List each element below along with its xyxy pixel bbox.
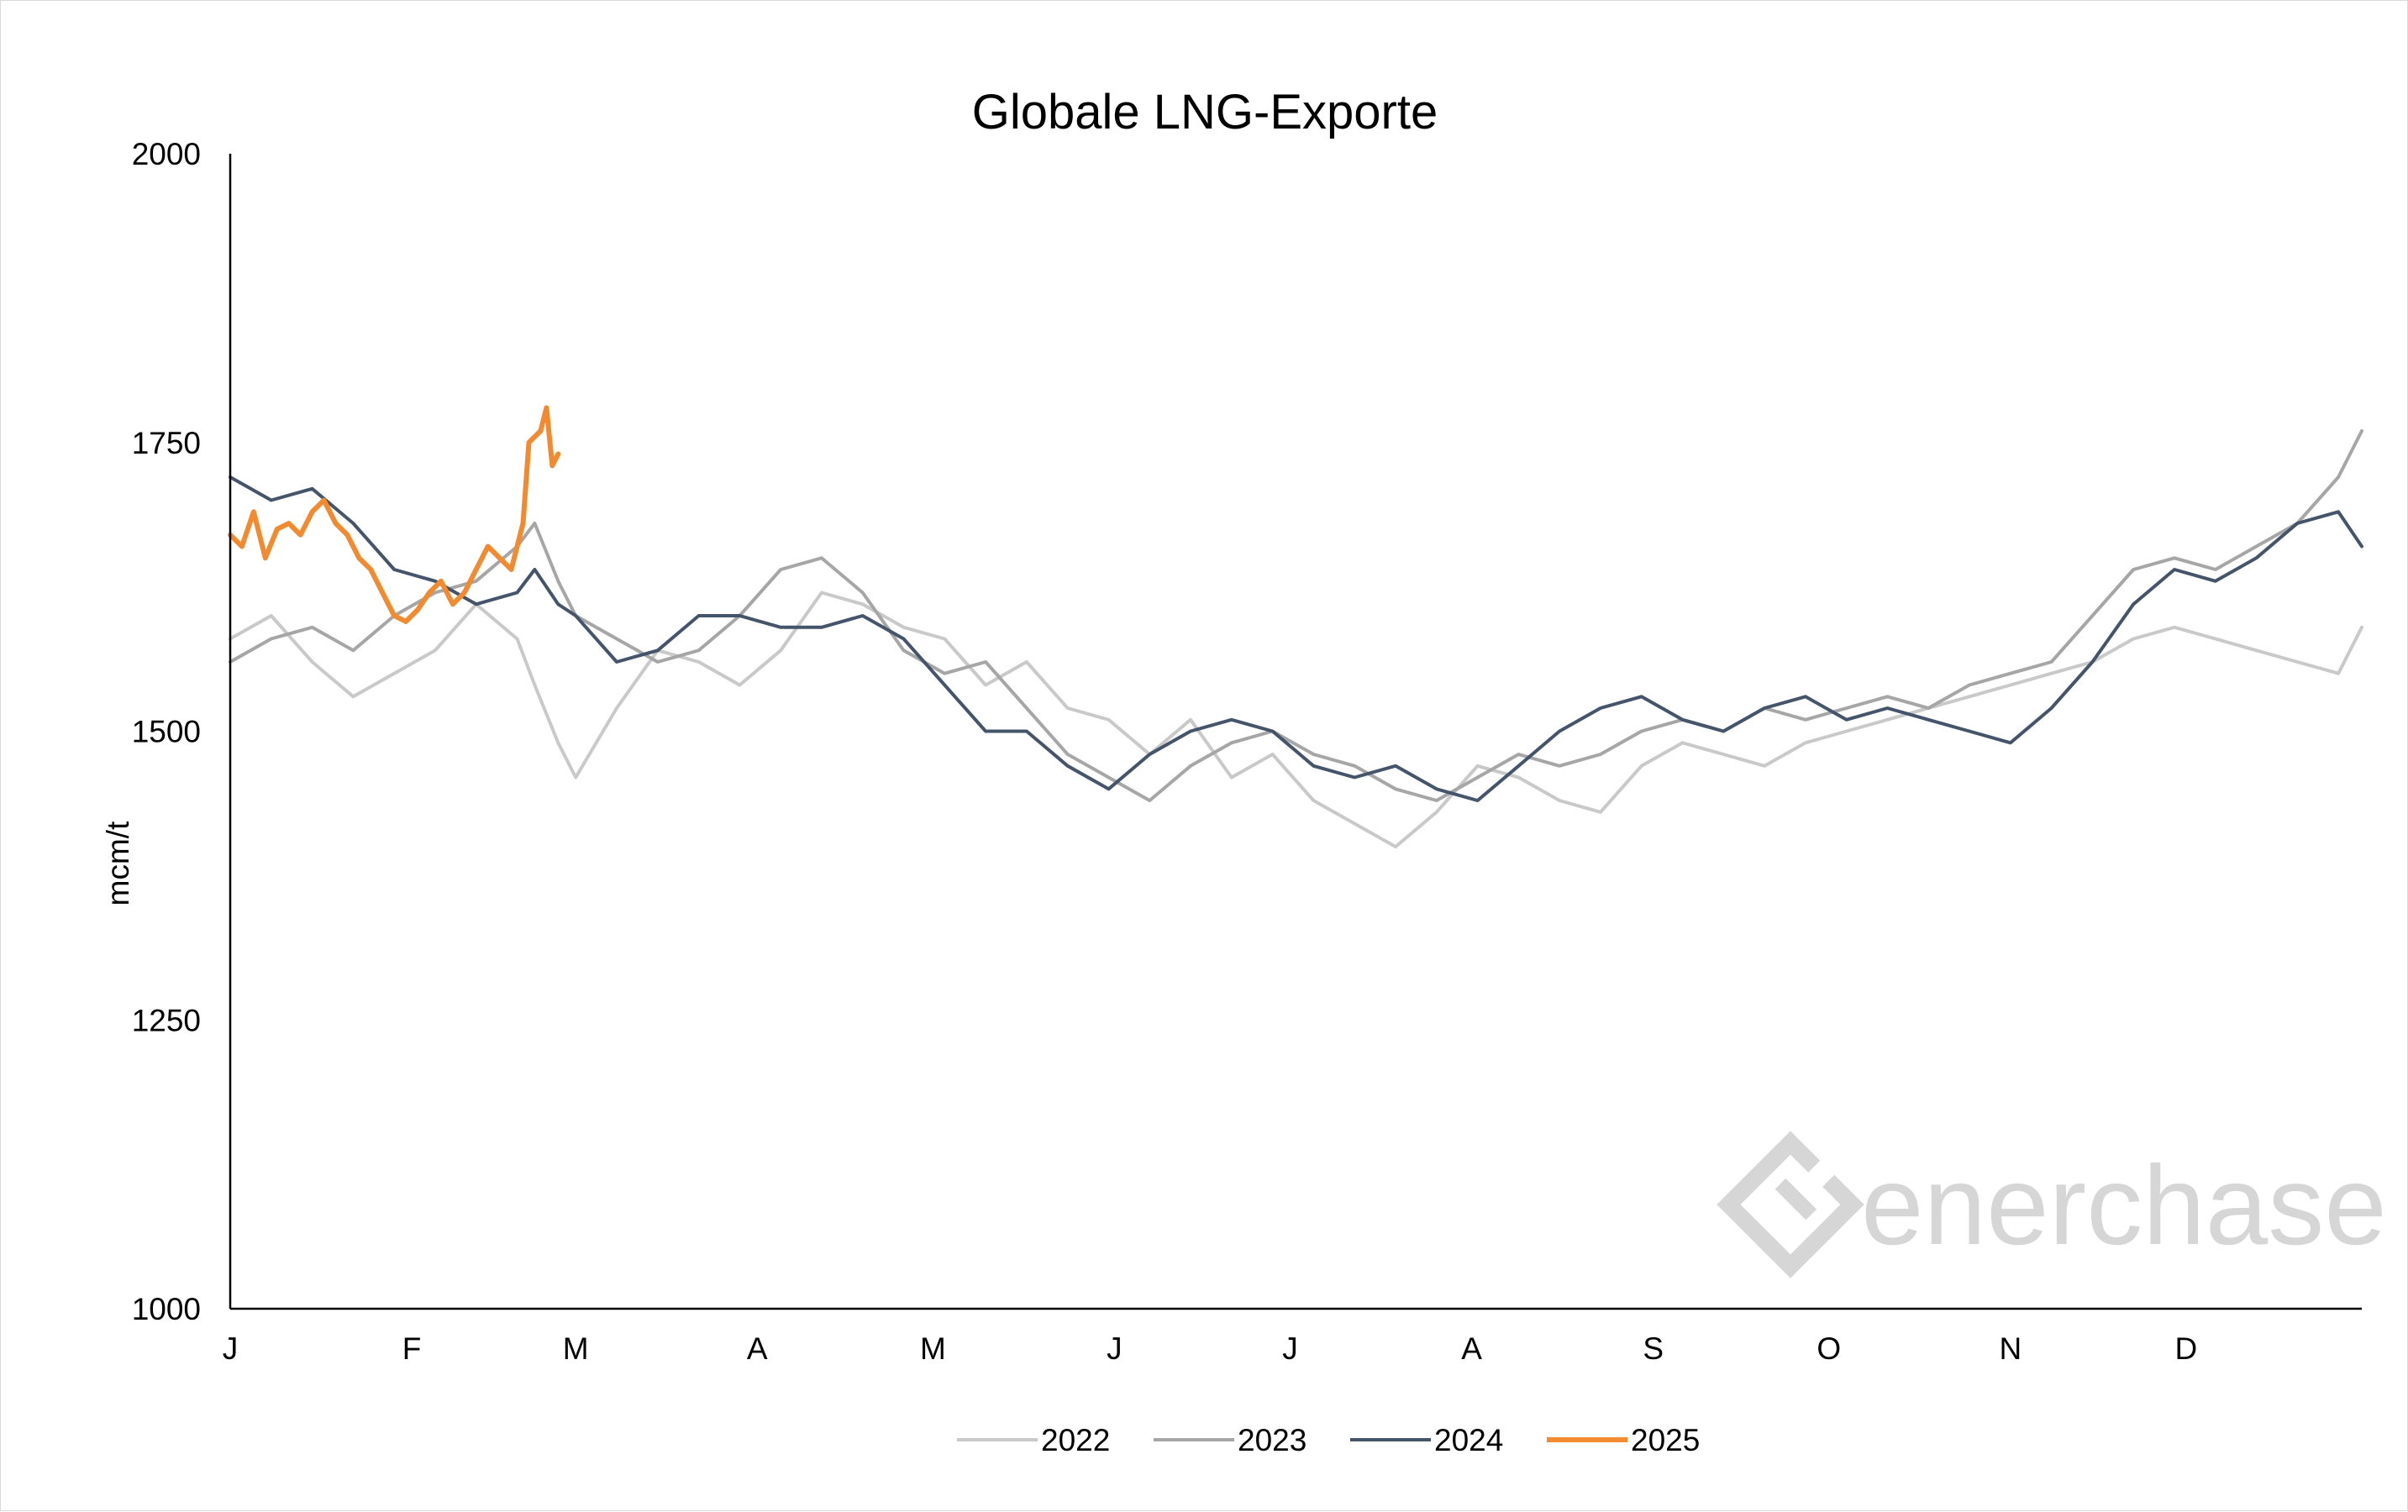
watermark-text: enerchase [1861,1143,2387,1268]
enerchase-logo-icon [1717,1131,1864,1278]
series-line-2024 [229,475,2363,802]
x-tick-label: O [1817,1331,1841,1366]
series-line-2022 [229,591,2363,848]
series-line-2025 [228,405,561,624]
x-tick-label: A [747,1331,768,1366]
x-tick-label: J [223,1331,239,1366]
y-axis-ticks: 1000 1250 1500 1750 2000 [132,137,201,1326]
legend-label: 2022 [1041,1423,1110,1457]
x-tick-label: A [1461,1331,1482,1366]
legend: 2022 2023 2024 2025 [957,1423,1700,1457]
x-tick-label: D [2175,1331,2198,1366]
legend-label: 2024 [1434,1423,1503,1457]
x-tick-label: F [402,1331,422,1366]
y-tick-label: 1000 [132,1292,201,1326]
series-lines [228,405,2363,848]
chart-title: Globale LNG-Exporte [972,85,1438,139]
y-tick-label: 2000 [132,137,201,171]
y-axis-title: mcm/t [101,821,135,906]
x-tick-label: J [1107,1331,1123,1366]
y-tick-label: 1250 [132,1003,201,1037]
legend-label: 2023 [1238,1423,1307,1457]
legend-label: 2025 [1631,1423,1700,1457]
x-tick-label: N [1999,1331,2022,1366]
y-tick-label: 1750 [132,426,201,460]
x-tick-label: S [1643,1331,1664,1366]
x-tick-label: M [920,1331,946,1366]
series-line-2023 [229,429,2363,802]
y-tick-label: 1500 [132,715,201,749]
x-tick-label: J [1282,1331,1298,1366]
x-tick-label: M [563,1331,589,1366]
enerchase-watermark: enerchase [1717,1131,2387,1278]
